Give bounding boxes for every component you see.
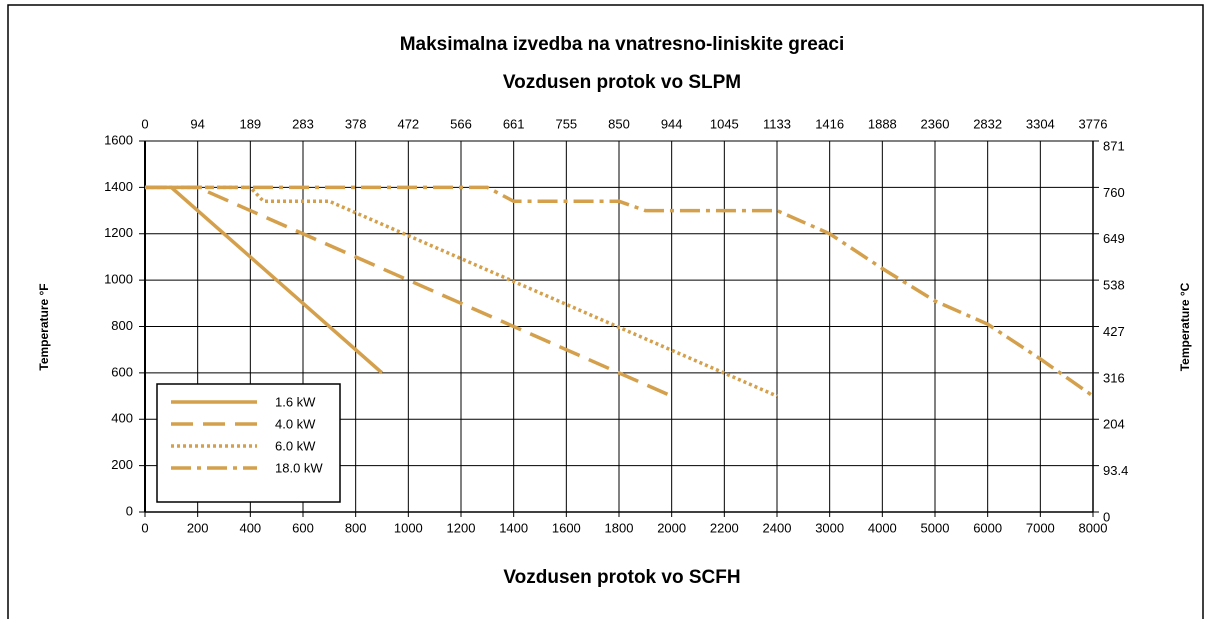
- frame: [7, 4, 1204, 619]
- x2-tick-label: 472: [397, 116, 419, 131]
- x-tick-label: 1800: [605, 520, 634, 535]
- x2-tick-label: 1133: [763, 116, 791, 131]
- y-axis-label: Temperature °F: [37, 283, 51, 370]
- y2-tick-label: 93.4: [1103, 463, 1128, 478]
- x2-tick-label: 94: [190, 116, 204, 131]
- x2-tick-label: 2360: [921, 116, 950, 131]
- x-tick-label: 200: [187, 520, 209, 535]
- x-tick-label: 0: [141, 520, 148, 535]
- y-tick-label: 600: [111, 364, 133, 379]
- x-tick-label: 6000: [973, 520, 1002, 535]
- x-tick-label: 1600: [552, 520, 581, 535]
- y-tick-label: 200: [111, 457, 133, 472]
- y-tick-label: 1600: [104, 132, 133, 147]
- legend-label: 4.0 kW: [275, 416, 316, 431]
- chart-title: Maksimalna izvedba na vnatresno-liniskit…: [400, 34, 845, 55]
- x-tick-label: 400: [239, 520, 261, 535]
- x-tick-label: 600: [292, 520, 314, 535]
- x2-tick-label: 1888: [868, 116, 897, 131]
- x-tick-label: 4000: [868, 520, 897, 535]
- x2-tick-label: 661: [503, 116, 525, 131]
- y2-tick-label: 0: [1103, 509, 1110, 524]
- x2-tick-label: 755: [555, 116, 577, 131]
- x-tick-label: 2000: [657, 520, 686, 535]
- x-tick-label: 800: [345, 520, 367, 535]
- y2-tick-label: 760: [1103, 185, 1125, 200]
- y-tick-label: 0: [126, 503, 133, 518]
- y-tick-label: 1000: [104, 272, 133, 287]
- x2-tick-label: 0: [141, 116, 148, 131]
- x2-tick-label: 189: [239, 116, 261, 131]
- legend-label: 18.0 kW: [275, 460, 323, 475]
- x-tick-label: 2400: [763, 520, 792, 535]
- x-tick-label: 5000: [921, 520, 950, 535]
- chart-subtitle: Vozdusen protok vo SLPM: [503, 72, 741, 93]
- legend-label: 6.0 kW: [275, 438, 316, 453]
- series-line: [145, 185, 1095, 398]
- x-tick-label: 1400: [499, 520, 528, 535]
- x-tick-label: 3000: [815, 520, 844, 535]
- x2-tick-label: 283: [292, 116, 314, 131]
- x-tick-label: 2200: [710, 520, 739, 535]
- x2-tick-label: 2832: [973, 116, 1002, 131]
- x2-tick-label: 1045: [710, 116, 739, 131]
- y2-tick-label: 316: [1103, 370, 1125, 385]
- y-tick-label: 1400: [104, 179, 133, 194]
- y-tick-label: 1200: [104, 225, 133, 240]
- y2-axis-label: Temperature °C: [1178, 282, 1192, 371]
- y2-tick-label: 538: [1103, 278, 1125, 293]
- y2-tick-label: 204: [1103, 417, 1125, 432]
- legend-label: 1.6 kW: [275, 394, 316, 409]
- x2-tick-label: 3304: [1026, 116, 1055, 131]
- x-tick-label: 1000: [394, 520, 423, 535]
- y2-tick-label: 649: [1103, 231, 1125, 246]
- x-axis-label: Vozdusen protok vo SCFH: [503, 567, 740, 588]
- y2-tick-label: 871: [1103, 138, 1125, 153]
- x2-tick-label: 378: [345, 116, 367, 131]
- x2-tick-label: 3776: [1079, 116, 1108, 131]
- x2-tick-label: 850: [608, 116, 630, 131]
- x-tick-label: 8000: [1079, 520, 1108, 535]
- x-tick-label: 1200: [447, 520, 476, 535]
- x-tick-label: 7000: [1026, 520, 1055, 535]
- x2-tick-label: 566: [450, 116, 472, 131]
- x2-tick-label: 944: [661, 116, 683, 131]
- y2-tick-label: 427: [1103, 324, 1125, 339]
- y-tick-label: 800: [111, 318, 133, 333]
- x2-tick-label: 1416: [815, 116, 844, 131]
- y-tick-label: 400: [111, 411, 133, 426]
